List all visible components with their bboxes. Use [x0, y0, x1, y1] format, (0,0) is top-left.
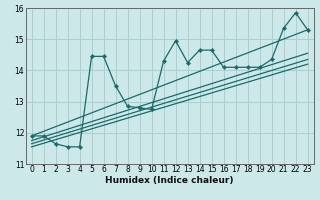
X-axis label: Humidex (Indice chaleur): Humidex (Indice chaleur) — [105, 176, 234, 185]
